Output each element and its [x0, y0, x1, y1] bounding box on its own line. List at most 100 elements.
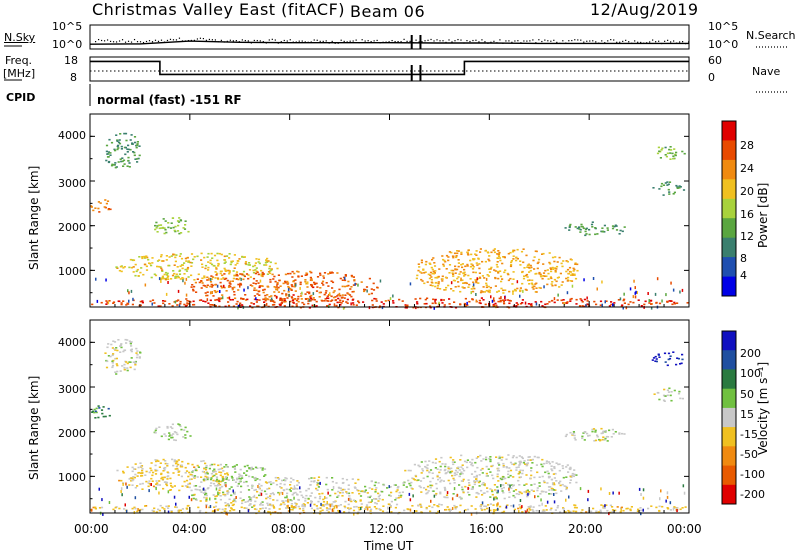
power-cell [180, 257, 184, 260]
power-cell [673, 301, 676, 304]
nsky-point [565, 42, 567, 44]
nsky-point [286, 40, 288, 42]
power-cell [552, 268, 555, 270]
velocity-cell [123, 349, 126, 351]
power-cell [187, 261, 190, 263]
power-cell [483, 291, 486, 293]
power-cell [186, 268, 189, 270]
nsky-point [100, 39, 103, 42]
velocity-cell [489, 458, 492, 461]
power-cell [228, 271, 231, 274]
nsky-point [412, 42, 414, 44]
velocity-cell [499, 505, 502, 508]
velocity-cell [438, 477, 441, 479]
power-cell [534, 301, 537, 303]
velocity-cell [595, 510, 598, 513]
velocity-noise-cell [339, 510, 342, 514]
velocity-cell [448, 510, 451, 513]
power-cell [432, 298, 435, 301]
power-noise-cell [366, 289, 368, 293]
power-cell [472, 266, 475, 268]
velocity-noise-cell [102, 512, 104, 516]
power-cell [266, 294, 269, 296]
power-cell [309, 297, 312, 299]
power-cell [605, 300, 608, 302]
velocity-cell [670, 399, 673, 402]
velocity-cell [300, 494, 303, 497]
power-cell [508, 306, 511, 309]
power-cell [484, 303, 487, 306]
nsky-point [334, 42, 336, 44]
power-cell [590, 223, 594, 226]
power-noise-cell [127, 289, 129, 293]
velocity-cell [258, 479, 262, 481]
power-cell [526, 264, 529, 267]
power-cell [146, 256, 149, 259]
velocity-cell [205, 464, 208, 467]
velocity-cell [227, 503, 230, 505]
velocity-cell [478, 480, 481, 483]
power-cell [190, 286, 193, 288]
power-cell [521, 299, 524, 301]
velocity-cell [486, 487, 489, 489]
power-noise-cell [601, 303, 603, 307]
velocity-cell [409, 469, 412, 472]
velocity-cell [130, 350, 133, 353]
power-cell [579, 298, 582, 300]
velocity-cell [175, 431, 178, 434]
power-cell [666, 300, 669, 303]
power-cell [528, 271, 531, 273]
power-cell [658, 302, 662, 305]
velocity-cell [226, 493, 229, 495]
power-cell [201, 266, 204, 268]
power-cell [206, 284, 209, 287]
velocity-cell [664, 395, 667, 397]
power-cell [511, 250, 515, 253]
velocity-cell [638, 509, 642, 512]
velocity-cell [572, 475, 575, 478]
velocity-cell [180, 475, 183, 478]
power-cell [461, 266, 464, 269]
velocity-cell [501, 477, 504, 480]
power-noise-cell [493, 297, 495, 301]
power-cell [679, 186, 682, 188]
power-cell [277, 274, 280, 276]
velocity-cell [438, 503, 441, 506]
velocity-cell [526, 495, 529, 498]
power-cell [423, 272, 426, 274]
velocity-cell [280, 503, 283, 505]
freq-unit-label: [MHz] [3, 67, 36, 80]
velocity-cell [130, 357, 133, 359]
velocity-cell [429, 484, 432, 487]
velocity-cell [163, 469, 166, 471]
power-noise-cell [672, 288, 675, 292]
power-cell [422, 269, 425, 271]
velocity-cell [573, 473, 576, 476]
velocity-cell [541, 510, 544, 513]
power-cell [471, 268, 475, 270]
velocity-cell [94, 417, 97, 419]
power-cell [549, 262, 552, 265]
velocity-cell [548, 493, 551, 495]
velocity-cell [620, 506, 623, 509]
power-cell [233, 254, 236, 256]
power-cell [570, 274, 573, 276]
velocity-cell [296, 484, 299, 486]
power-cell [456, 250, 459, 252]
power-noise-cell [512, 291, 514, 295]
velocity-cell [495, 498, 498, 500]
power-noise-cell [185, 277, 188, 281]
power-cell [336, 301, 339, 304]
velocity-cell [588, 434, 591, 437]
power-cell [200, 280, 203, 282]
velocity-cell [565, 466, 568, 468]
power-cell [219, 281, 222, 284]
nsearch-tick-top: 10^5 [708, 20, 739, 33]
velocity-cell [558, 469, 561, 472]
velocity-cell [107, 407, 110, 410]
power-cell [521, 302, 524, 304]
power-noise-cell [438, 301, 440, 305]
power-cell [502, 292, 505, 294]
power-cell [479, 251, 482, 253]
power-cell [121, 157, 124, 159]
